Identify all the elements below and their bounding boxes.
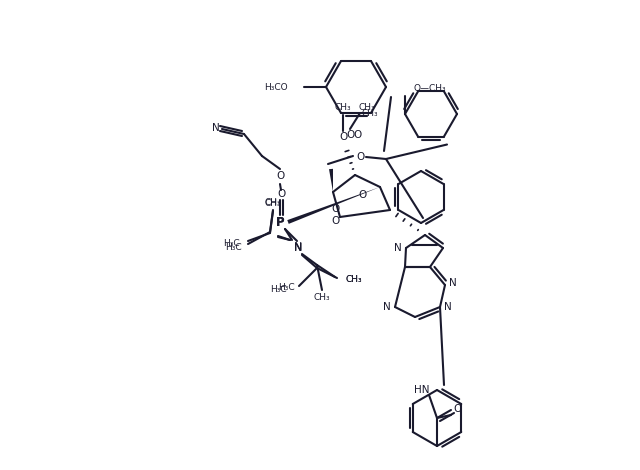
Text: CH₃: CH₃ (265, 197, 282, 206)
Text: P: P (276, 216, 284, 228)
Text: O: O (453, 404, 461, 414)
Text: H₃C: H₃C (270, 285, 287, 295)
Text: CH₃: CH₃ (314, 292, 330, 301)
Text: N: N (294, 243, 302, 253)
Polygon shape (287, 187, 380, 224)
Text: H₃C: H₃C (278, 282, 295, 291)
Text: N: N (212, 123, 220, 133)
Text: N: N (444, 302, 452, 312)
Text: H₃CO: H₃CO (264, 83, 288, 92)
Text: O: O (358, 190, 366, 200)
Text: N: N (294, 242, 302, 252)
Text: O: O (353, 130, 361, 140)
Text: O: O (276, 171, 284, 181)
Text: O: O (346, 130, 354, 140)
Text: N: N (394, 243, 402, 253)
Text: O: O (331, 216, 339, 226)
Text: N: N (449, 278, 457, 288)
Text: H₃C: H₃C (225, 243, 242, 251)
Text: HN: HN (414, 385, 429, 395)
Text: N: N (294, 243, 302, 253)
Text: O: O (331, 204, 339, 213)
Text: N: N (383, 302, 391, 312)
Text: CH₃: CH₃ (335, 102, 351, 111)
Text: H₃C: H₃C (223, 238, 240, 248)
Text: CH₃: CH₃ (362, 109, 378, 118)
Text: CH₃: CH₃ (358, 102, 375, 111)
Text: O: O (277, 189, 285, 199)
Text: CH₃: CH₃ (265, 198, 282, 207)
Text: CH₃: CH₃ (345, 274, 362, 283)
Text: O—CH₃: O—CH₃ (413, 84, 445, 93)
Text: P: P (276, 216, 284, 228)
Text: O: O (356, 152, 364, 162)
Polygon shape (329, 169, 333, 192)
Text: O: O (339, 132, 347, 142)
Text: CH₃: CH₃ (345, 275, 362, 284)
